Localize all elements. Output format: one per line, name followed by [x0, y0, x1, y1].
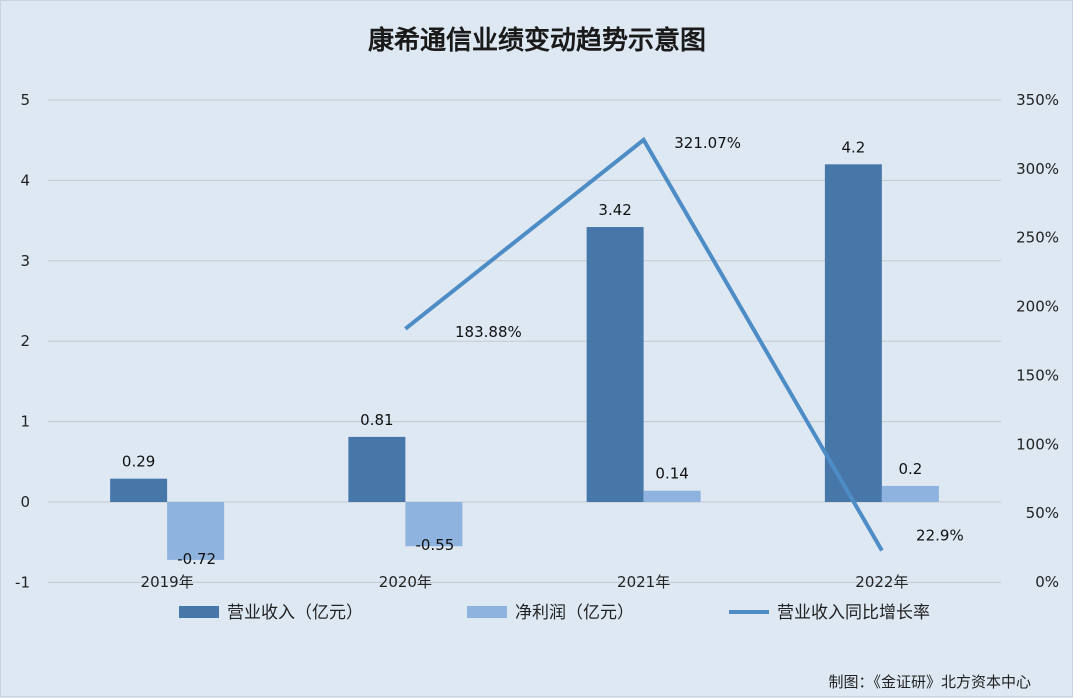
- bar: [825, 164, 882, 502]
- left-tick-label: 5: [20, 91, 30, 109]
- legend: 营业收入（亿元） 净利润（亿元） 营业收入同比增长率: [179, 603, 930, 623]
- line-data-label: 22.9%: [916, 526, 964, 544]
- bar-series: 0.29 -0.72 0.81 -0.55 3.42 0.14 4.2 0.2: [110, 138, 939, 568]
- bar-data-label: 0.14: [655, 465, 688, 483]
- bar: [587, 227, 644, 502]
- bar-data-label: 0.2: [898, 460, 922, 478]
- right-tick-label: 350%: [1016, 91, 1059, 109]
- bar: [110, 479, 167, 502]
- credit-text: 制图：《金证研》北方资本中心: [828, 673, 1031, 691]
- right-tick-label: 0%: [1035, 573, 1059, 591]
- legend-swatch: [467, 606, 507, 618]
- chart-title: 康希通信业绩变动趋势示意图: [368, 25, 706, 56]
- category-label: 2021年: [617, 573, 670, 591]
- right-tick-label: 250%: [1016, 229, 1059, 247]
- bar-data-label: -0.55: [415, 536, 454, 554]
- legend-label: 营业收入同比增长率: [777, 603, 930, 623]
- bar: [644, 491, 701, 502]
- right-axis-ticks: 0% 50% 100% 150% 200% 250% 300% 350%: [1016, 91, 1059, 591]
- left-tick-label: -1: [15, 573, 30, 591]
- left-tick-label: 4: [20, 171, 30, 189]
- bar-data-label: 0.81: [360, 411, 393, 429]
- bar: [348, 437, 405, 502]
- legend-label: 营业收入（亿元）: [227, 603, 363, 623]
- right-tick-label: 150%: [1016, 366, 1059, 384]
- category-label: 2020年: [379, 573, 432, 591]
- left-tick-label: 3: [20, 252, 30, 270]
- legend-label: 净利润（亿元）: [515, 603, 634, 623]
- category-label: 2019年: [141, 573, 194, 591]
- bar-data-label: 0.29: [122, 453, 155, 471]
- category-label: 2022年: [855, 573, 908, 591]
- bar-data-label: 4.2: [841, 138, 865, 156]
- left-axis-ticks: -1 0 1 2 3 4 5: [15, 91, 30, 591]
- left-tick-label: 2: [20, 332, 30, 350]
- bar-data-label: 3.42: [598, 201, 631, 219]
- left-tick-label: 0: [20, 493, 30, 511]
- right-tick-label: 50%: [1026, 504, 1059, 522]
- line-data-label: 321.07%: [674, 134, 741, 152]
- right-tick-label: 100%: [1016, 435, 1059, 453]
- line-data-label: 183.88%: [455, 323, 522, 341]
- legend-swatch: [179, 606, 219, 618]
- bar-data-label: -0.72: [177, 550, 216, 568]
- bar: [882, 486, 939, 502]
- left-tick-label: 1: [20, 413, 30, 431]
- right-tick-label: 200%: [1016, 298, 1059, 316]
- right-tick-label: 300%: [1016, 160, 1059, 178]
